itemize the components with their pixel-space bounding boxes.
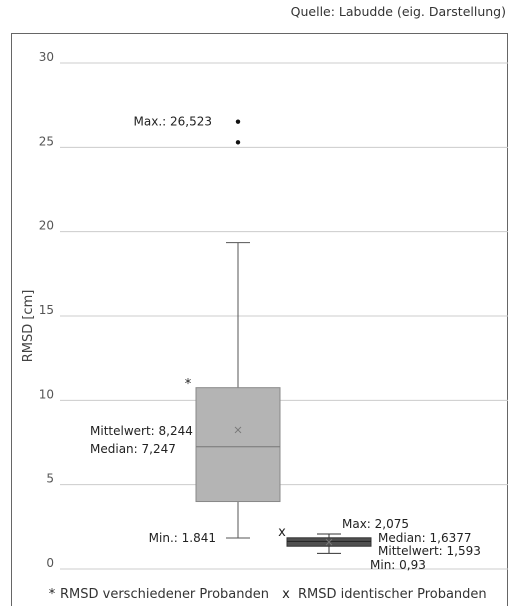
iqr-box [195,387,281,503]
legend-marker: x [282,587,290,602]
box-marker-symbol: * [185,377,192,392]
mean-marker [325,538,333,546]
y-tick-label: 10 [39,387,54,401]
boxplot-chart: 0 5 10 15 20 25 30 RMSD [cm] Max.: 26,523 Mitte… [21,50,508,602]
legend-marker: * [49,587,56,602]
y-tick-label: 15 [39,303,54,317]
box-1 [195,119,281,539]
chart-frame: 0 5 10 15 20 25 30 RMSD [cm] Max.: 26,523 Mitte… [11,33,508,606]
annotation-median: Median: 1,6377 [378,531,472,545]
annotation-mean: Mittelwert: 1,593 [378,544,481,558]
legend-label: RMSD verschiedener Probanden [60,587,269,602]
y-tick-label: 20 [39,219,54,233]
annotation-min: Min.: 1.841 [149,531,216,545]
mean-marker [234,426,242,434]
annotation-min: Min: 0,93 [370,558,426,572]
outlier-point [235,119,241,124]
y-tick-label: 30 [39,50,54,64]
annotation-max: Max.: 26,523 [134,115,212,129]
annotation-max: Max: 2,075 [342,517,409,531]
y-axis-label: RMSD [cm] [21,290,36,363]
outlier-point [235,140,241,145]
mean-marker-stroke [325,538,333,546]
box-marker-symbol: x [278,525,286,540]
y-tick-label: 0 [46,556,54,570]
box-2 [286,533,372,554]
y-tick-label: 25 [39,134,54,148]
annotation-median: Median: 7,247 [90,442,176,456]
legend-label: RMSD identischer Probanden [298,587,487,602]
source-note: Quelle: Labudde (eig. Darstellung) [290,4,506,19]
annotation-mean: Mittelwert: 8,244 [90,424,193,438]
mean-marker-stroke [234,426,242,434]
y-tick-label: 5 [46,472,54,486]
